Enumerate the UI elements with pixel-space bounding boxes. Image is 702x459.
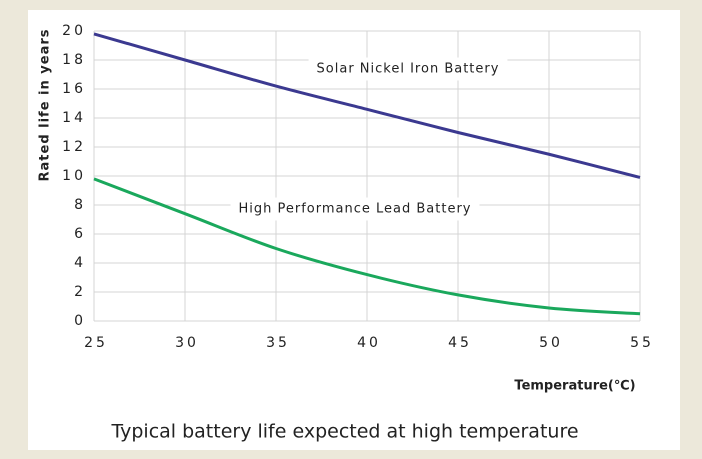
y-tick-label: 18 [62,52,86,68]
series-label: High Performance Lead Battery [238,202,471,217]
series-line [93,177,641,316]
x-tick-label: 30 [175,335,199,351]
y-tick-label: 0 [74,313,86,329]
series-label-bg [230,197,480,221]
x-tick-label: 45 [448,335,472,351]
x-axis-label: Temperature(℃) [514,379,635,394]
x-tick-label: 25 [84,335,108,351]
panel [28,10,680,450]
y-tick-label: 2 [74,284,86,300]
series-label-bg [308,57,508,81]
x-tick-label: 40 [357,335,381,351]
y-tick-label: 6 [74,226,86,242]
y-tick-label: 14 [62,110,86,126]
series-line [93,32,641,179]
x-tick-label: 35 [266,335,290,351]
y-tick-label: 10 [62,168,86,184]
y-tick-label: 12 [62,139,86,155]
x-tick-label: 50 [539,335,563,351]
y-tick-label: 20 [62,23,86,39]
y-tick-label: 8 [74,197,86,213]
chart-title: Typical battery life expected at high te… [110,421,578,443]
x-tick-label: 55 [630,335,654,351]
y-tick-label: 4 [74,255,86,271]
series-label: Solar Nickel Iron Battery [317,62,500,77]
y-axis-label: Rated life in years [38,28,53,181]
y-tick-label: 16 [62,81,86,97]
